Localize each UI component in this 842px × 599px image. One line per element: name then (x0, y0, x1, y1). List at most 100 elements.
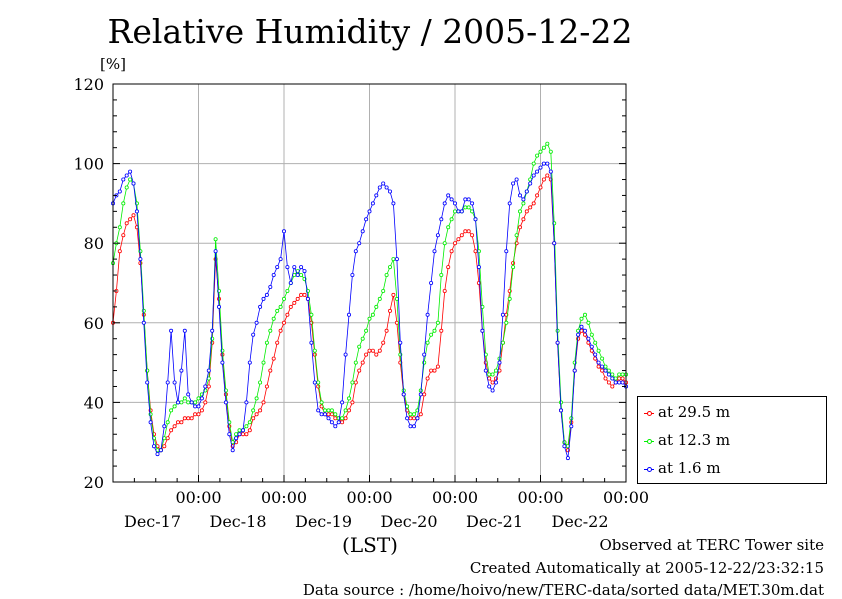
data-point (425, 312, 430, 317)
data-point (117, 249, 122, 254)
x-tick-date-label: Dec-17 (124, 512, 181, 531)
data-point (302, 269, 307, 274)
data-point (295, 296, 300, 301)
data-point (394, 296, 399, 301)
data-point (364, 217, 369, 222)
data-point (312, 380, 317, 385)
created-note: Created Automatically at 2005-12-22/23:3… (469, 559, 824, 577)
data-point (411, 416, 416, 421)
data-point (603, 368, 608, 373)
data-point (121, 201, 126, 206)
data-point (165, 420, 170, 425)
data-point (220, 360, 225, 365)
data-point (422, 352, 427, 357)
data-point (589, 344, 594, 349)
data-point (613, 376, 618, 381)
data-point (600, 368, 605, 373)
data-point (381, 340, 386, 345)
data-point (213, 249, 218, 254)
data-point (606, 368, 611, 373)
legend: at 29.5 m at 12.3 m at 1.6 m (637, 396, 827, 484)
data-point (268, 328, 273, 333)
data-point (394, 257, 399, 262)
data-point (275, 265, 280, 270)
data-point (507, 296, 512, 301)
data-point (490, 388, 495, 393)
data-point (124, 185, 129, 190)
data-point (425, 376, 430, 381)
data-point (169, 428, 174, 433)
data-point (196, 404, 201, 409)
data-point (449, 249, 454, 254)
data-point (596, 348, 601, 353)
data-point (521, 201, 526, 206)
data-point (199, 408, 204, 413)
data-point (463, 205, 468, 210)
data-point (425, 340, 430, 345)
data-point (165, 380, 170, 385)
data-point (446, 225, 451, 230)
data-point (596, 360, 601, 365)
data-point (606, 372, 611, 377)
data-point (251, 332, 256, 337)
data-point (247, 360, 252, 365)
data-point (418, 412, 423, 417)
data-point (545, 161, 550, 166)
data-point (429, 368, 434, 373)
data-point (223, 400, 228, 405)
data-point (319, 400, 324, 405)
data-point (384, 272, 389, 277)
data-point (435, 364, 440, 369)
data-point (278, 328, 283, 333)
data-point (610, 384, 615, 389)
data-point (524, 209, 529, 214)
data-point (299, 272, 304, 277)
data-point (589, 332, 594, 337)
data-point (336, 420, 341, 425)
data-point (387, 265, 392, 270)
data-point (281, 320, 286, 325)
data-point (490, 372, 495, 377)
y-tick-label: 40 (84, 393, 104, 412)
data-point (518, 209, 523, 214)
data-point (429, 280, 434, 285)
data-point (138, 257, 143, 262)
data-point (617, 376, 622, 381)
data-point (268, 284, 273, 289)
data-point (237, 432, 242, 437)
data-point (377, 348, 382, 353)
data-point (576, 332, 581, 337)
data-point (377, 296, 382, 301)
data-point (227, 432, 232, 437)
data-point (435, 320, 440, 325)
data-point (340, 420, 345, 425)
data-point (586, 336, 591, 341)
data-point (230, 448, 235, 453)
data-point (518, 193, 523, 198)
data-point (446, 265, 451, 270)
data-point (258, 408, 263, 413)
data-point (360, 336, 365, 341)
data-point (511, 181, 516, 186)
data-point (518, 225, 523, 230)
data-point (439, 217, 444, 222)
data-point (128, 217, 133, 222)
data-point (507, 201, 512, 206)
data-point (569, 424, 574, 429)
data-point (613, 380, 618, 385)
data-point (374, 352, 379, 357)
data-point (593, 352, 598, 357)
data-point (285, 312, 290, 317)
data-point (305, 296, 310, 301)
data-point (141, 308, 146, 313)
data-point (247, 420, 252, 425)
data-point (186, 400, 191, 405)
data-point (514, 177, 519, 182)
data-point (442, 201, 447, 206)
data-point (620, 376, 625, 381)
data-point (548, 169, 553, 174)
data-point (610, 376, 615, 381)
x-tick-date-label: Dec-20 (380, 512, 437, 531)
data-point (411, 412, 416, 417)
data-point (264, 384, 269, 389)
